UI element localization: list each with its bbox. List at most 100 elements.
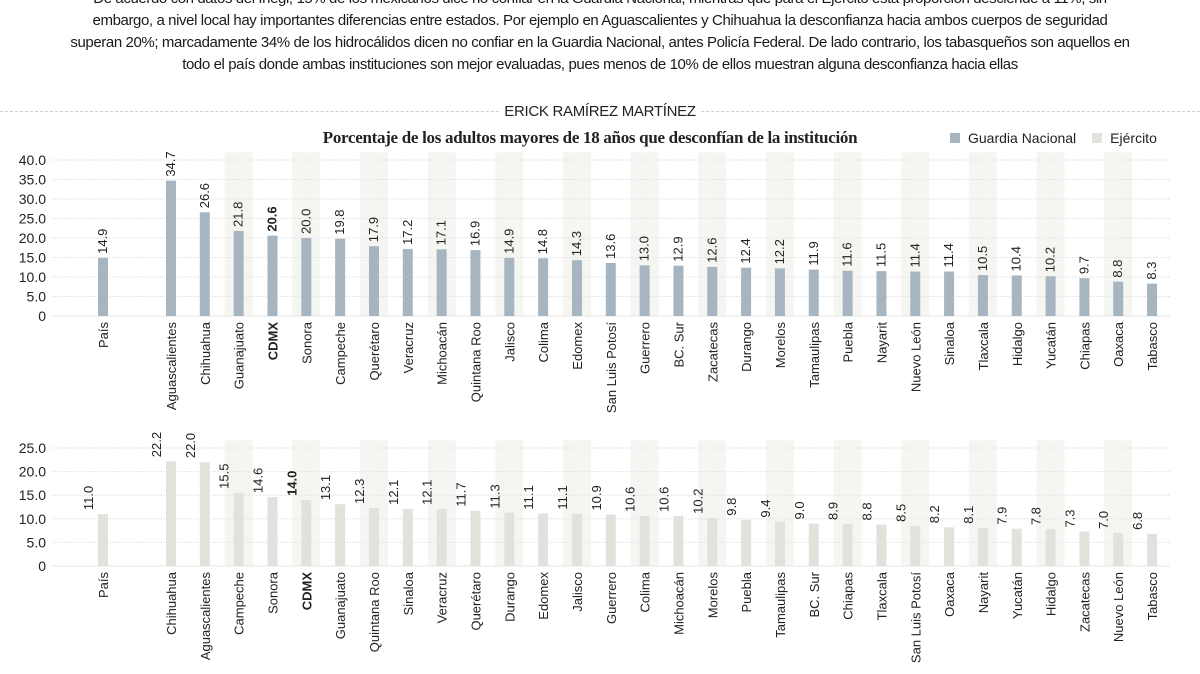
data-label: 22.2: [149, 432, 164, 457]
bar: [1045, 276, 1056, 316]
x-tick-label: San Luis Potosí: [908, 572, 923, 663]
bar: [774, 521, 785, 566]
x-tick-label: Quintana Roo: [367, 572, 382, 652]
data-label: 12.9: [670, 236, 685, 261]
x-tick-label: Tlaxcala: [976, 321, 991, 370]
x-tick-label: CDMX: [265, 322, 280, 361]
x-tick-label: Campeche: [232, 572, 247, 635]
data-label: 13.1: [318, 475, 333, 500]
y-tick-label: 20.0: [19, 230, 46, 246]
y-tick-label: 15.0: [19, 487, 46, 503]
bar: [707, 266, 718, 316]
data-label: 8.5: [893, 504, 908, 522]
data-label: 10.6: [623, 487, 638, 512]
bar: [1147, 283, 1158, 316]
bar: [436, 249, 447, 316]
bar: [842, 523, 853, 566]
bar: [741, 519, 752, 566]
data-label: 14.6: [250, 468, 265, 493]
data-label: 11.3: [487, 484, 502, 508]
y-tick-label: 0: [38, 558, 46, 574]
x-tick-label: Morelos: [705, 572, 720, 619]
data-label: 13.0: [637, 236, 652, 261]
x-tick-label: Tabasco: [1145, 322, 1160, 370]
bar: [571, 260, 582, 316]
data-label: 13.6: [603, 234, 618, 259]
bar: [199, 212, 210, 316]
data-label: 14.3: [569, 231, 584, 256]
data-label: 8.9: [826, 502, 841, 520]
x-tick-label: Durango: [502, 572, 517, 622]
bar: [402, 508, 413, 566]
x-tick-label: Guerrero: [604, 572, 619, 624]
x-tick-label: Michoacán: [671, 572, 686, 635]
bar: [571, 513, 582, 566]
y-tick-label: 15.0: [19, 250, 46, 266]
x-tick-label: Yucatán: [1010, 572, 1025, 619]
data-label: 8.2: [927, 505, 942, 523]
y-tick-label: 0: [38, 308, 46, 324]
bar: [1045, 529, 1056, 566]
bar: [233, 492, 244, 566]
x-tick-label: Tlaxcala: [874, 571, 889, 620]
legend-label-guardia: Guardia Nacional: [968, 130, 1077, 146]
x-tick-label: Puebla: [739, 571, 754, 612]
bar: [402, 248, 413, 316]
bar: [842, 270, 853, 316]
data-label: 11.0: [81, 486, 96, 510]
data-label: 8.1: [961, 506, 976, 524]
data-label: 11.7: [453, 482, 468, 506]
bar: [639, 515, 650, 566]
data-label: 10.5: [975, 246, 990, 271]
x-tick-label: Guanajuato: [232, 322, 247, 389]
x-tick-label: BC. Sur: [671, 321, 686, 367]
x-tick-label: Sonora: [265, 571, 280, 614]
data-label: 10.2: [690, 489, 705, 514]
data-label: 17.9: [366, 217, 381, 242]
bar: [199, 462, 210, 566]
data-label: 11.1: [555, 485, 570, 509]
bar: [707, 517, 718, 566]
bar: [910, 525, 921, 566]
bar: [1011, 528, 1022, 566]
bar: [470, 510, 481, 566]
x-tick-label: Chihuahua: [164, 571, 179, 635]
bar: [673, 265, 684, 316]
legend: Guardia Nacional Ejército: [950, 130, 1157, 146]
bar: [436, 508, 447, 566]
bar: [335, 238, 346, 316]
data-label: 6.8: [1130, 512, 1145, 530]
data-label: 12.4: [738, 238, 753, 263]
data-label: 7.3: [1062, 509, 1077, 527]
x-tick-label: Hidalgo: [1010, 322, 1025, 366]
x-tick-label: BC. Sur: [807, 571, 822, 617]
data-label: 10.9: [589, 485, 604, 510]
y-tick-label: 35.0: [19, 172, 46, 188]
x-tick-label: País: [96, 572, 111, 599]
x-tick-label: Chiapas: [841, 572, 856, 620]
x-tick-label: Sonora: [299, 321, 314, 364]
x-tick-label: San Luis Potosí: [604, 322, 619, 413]
bar: [1113, 281, 1124, 316]
data-label: 11.9: [806, 241, 821, 265]
data-label: 15.5: [217, 464, 232, 489]
x-tick-label: Chiapas: [1077, 322, 1092, 370]
x-tick-label: Nayarit: [976, 572, 991, 614]
x-tick-label: Jalisco: [570, 572, 585, 612]
data-label: 11.1: [521, 485, 536, 509]
x-tick-label: Quintana Roo: [468, 322, 483, 402]
x-tick-label: Chihuahua: [198, 321, 213, 385]
x-tick-label: Sinaloa: [942, 321, 957, 365]
bar: [98, 514, 108, 566]
x-tick-label: Veracruz: [401, 322, 416, 373]
data-label: 12.3: [352, 479, 367, 504]
y-tick-label: 30.0: [19, 191, 46, 207]
data-label: 12.6: [704, 238, 719, 263]
bar: [639, 265, 650, 316]
bar: [944, 527, 955, 566]
bar: [166, 180, 176, 316]
data-label: 11.6: [840, 242, 855, 266]
bar: [977, 275, 988, 316]
x-tick-label: País: [96, 322, 111, 349]
